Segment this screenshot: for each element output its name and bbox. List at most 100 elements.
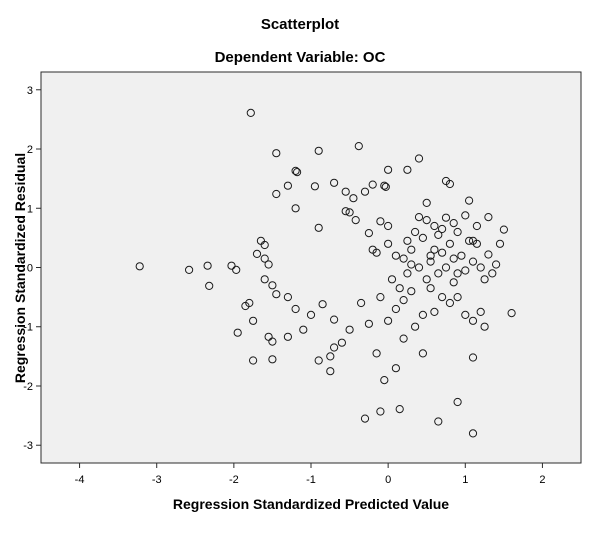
- scatter-point: [391, 304, 400, 314]
- scatter-point: [384, 221, 393, 231]
- scatter-point: [453, 227, 462, 237]
- scatter-point: [376, 407, 385, 416]
- scatter-point: [434, 417, 443, 426]
- scatter-point: [337, 338, 346, 347]
- scatter-point: [403, 269, 412, 278]
- scatter-point: [438, 248, 447, 257]
- scatter-point: [314, 223, 323, 232]
- scatter-point: [445, 298, 454, 308]
- scatter-point: [252, 249, 262, 258]
- scatter-point: [457, 251, 466, 260]
- scatter-point: [260, 240, 269, 250]
- scatter-point: [422, 275, 431, 284]
- scatter-point: [434, 230, 443, 239]
- scatter-point: [291, 166, 300, 175]
- scatter-point: [291, 204, 300, 213]
- scatter-point: [430, 307, 439, 316]
- scatter-point: [330, 315, 339, 324]
- y-axis: -3 -2 -1 0 1 2 3: [23, 85, 41, 452]
- x-tick-label: 0: [385, 474, 391, 486]
- scatter-point: [241, 301, 250, 311]
- scatter-point: [453, 269, 462, 278]
- x-tick-label: -4: [75, 474, 85, 486]
- scatter-point: [227, 261, 236, 270]
- scatter-point: [272, 290, 281, 299]
- scatter-point: [260, 254, 269, 263]
- y-tick-label: -3: [23, 440, 33, 452]
- scatter-point: [233, 328, 242, 337]
- scatter-point: [272, 189, 281, 199]
- scatter-point: [380, 181, 389, 190]
- scatter-point: [351, 216, 360, 225]
- scatter-point: [364, 319, 373, 328]
- scatter-point: [441, 213, 451, 222]
- scatter-point: [418, 349, 427, 358]
- scatter-point: [480, 322, 489, 331]
- scatter-point: [476, 307, 485, 316]
- scatter-point: [349, 194, 358, 203]
- scatter-point: [453, 293, 462, 302]
- chart-subtitle: Dependent Variable: OC: [215, 49, 386, 66]
- y-tick-label: 2: [27, 144, 33, 156]
- scatter-point: [465, 236, 474, 245]
- scatter-point: [403, 236, 412, 245]
- scatter-point: [380, 376, 389, 385]
- chart-title: Scatterplot: [261, 16, 339, 33]
- x-tick-label: -3: [152, 474, 162, 486]
- scatter-point: [399, 334, 408, 343]
- scatter-point: [360, 414, 370, 423]
- scatter-point: [268, 281, 277, 290]
- scatter-point: [314, 146, 323, 155]
- scatter-point: [445, 179, 454, 189]
- scatter-point: [445, 239, 454, 248]
- y-tick-label: 0: [27, 263, 33, 275]
- scatter-point: [438, 224, 447, 234]
- scatter-point: [364, 229, 373, 238]
- scatter-point: [507, 309, 516, 318]
- scatter-point: [449, 278, 458, 287]
- scatter-point: [246, 108, 255, 118]
- plot-area: [40, 71, 582, 464]
- scatter-point: [326, 352, 335, 361]
- scatter-point: [399, 296, 408, 305]
- scatter-point: [384, 239, 393, 248]
- scatter-point: [480, 275, 489, 284]
- scatter-point: [372, 248, 381, 257]
- data-points: [135, 108, 516, 438]
- scatter-point: [354, 142, 363, 151]
- scatter-point: [430, 245, 439, 254]
- scatter-point: [283, 332, 292, 341]
- scatter-point: [330, 343, 339, 352]
- scatter-point: [310, 182, 319, 191]
- scatter-point: [403, 165, 412, 174]
- scatter-point: [476, 263, 485, 272]
- scatter-point: [330, 178, 339, 187]
- scatter-point: [341, 207, 350, 216]
- scatter-point: [468, 257, 478, 266]
- scatter-point: [395, 284, 404, 293]
- scatter-point: [306, 310, 316, 319]
- scatter-point: [492, 260, 501, 269]
- scatter-point: [264, 260, 273, 269]
- scatter-point: [468, 429, 478, 438]
- x-axis: -4 -3 -2 -1 0 1 2: [75, 463, 545, 486]
- scatter-point: [414, 154, 424, 163]
- scatter-point: [468, 316, 478, 325]
- scatter-point: [461, 310, 470, 319]
- scatter-point: [318, 300, 327, 309]
- scatter-point: [426, 257, 435, 266]
- y-tick-label: 1: [27, 203, 33, 215]
- scatter-point: [376, 293, 385, 302]
- y-axis-label: Regression Standardized Residual: [12, 153, 28, 383]
- scatter-point: [341, 187, 350, 196]
- scatter-point: [449, 254, 458, 263]
- scatter-point: [384, 316, 393, 325]
- scatter-point: [434, 269, 443, 278]
- scatter-point: [381, 182, 390, 191]
- scatter-point: [135, 262, 144, 271]
- scatter-point: [411, 227, 420, 237]
- scatter-point: [395, 405, 404, 414]
- scatter-point: [345, 208, 354, 217]
